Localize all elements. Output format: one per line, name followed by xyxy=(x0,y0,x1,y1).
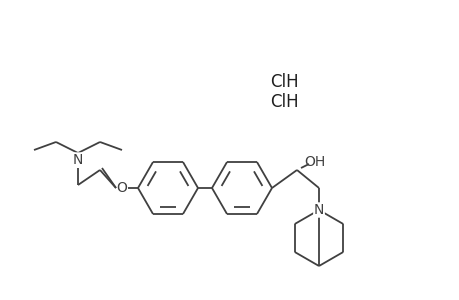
Text: OH: OH xyxy=(304,155,325,169)
Text: ClH: ClH xyxy=(269,93,298,111)
Text: ClH: ClH xyxy=(269,73,298,91)
Text: N: N xyxy=(73,153,83,167)
Text: O: O xyxy=(116,181,127,195)
Text: N: N xyxy=(313,203,324,217)
